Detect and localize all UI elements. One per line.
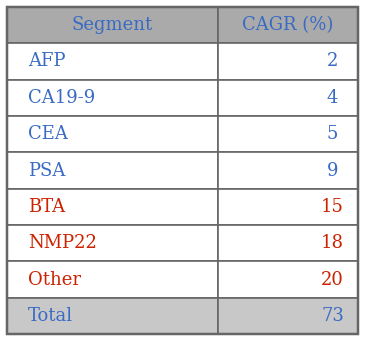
Text: Segment: Segment <box>72 16 153 34</box>
Bar <box>7 79 218 116</box>
Bar <box>7 225 218 262</box>
Bar <box>218 79 358 116</box>
Text: NMP22: NMP22 <box>28 234 97 252</box>
Bar <box>7 152 218 189</box>
Bar <box>218 262 358 298</box>
Text: Total: Total <box>28 307 73 325</box>
Bar <box>7 43 218 79</box>
Text: CA19‑9: CA19‑9 <box>28 89 96 107</box>
Text: CAGR (%): CAGR (%) <box>242 16 333 34</box>
Text: 2: 2 <box>327 53 338 70</box>
Text: 73: 73 <box>321 307 344 325</box>
Bar <box>7 7 218 43</box>
Bar <box>218 298 358 334</box>
Bar <box>7 298 218 334</box>
Bar <box>218 7 358 43</box>
Bar <box>218 225 358 262</box>
Text: 18: 18 <box>321 234 344 252</box>
Text: 15: 15 <box>321 198 344 216</box>
Bar <box>218 43 358 79</box>
Bar <box>7 116 218 152</box>
Text: 4: 4 <box>327 89 338 107</box>
Bar <box>218 152 358 189</box>
Text: AFP: AFP <box>28 53 66 70</box>
Bar <box>7 262 218 298</box>
Text: CEA: CEA <box>28 125 68 143</box>
Bar <box>7 189 218 225</box>
Bar <box>218 189 358 225</box>
Bar <box>218 116 358 152</box>
Text: 9: 9 <box>327 162 338 179</box>
Text: 20: 20 <box>321 271 344 288</box>
Text: PSA: PSA <box>28 162 66 179</box>
Text: 5: 5 <box>327 125 338 143</box>
Text: BTA: BTA <box>28 198 65 216</box>
Text: Other: Other <box>28 271 81 288</box>
